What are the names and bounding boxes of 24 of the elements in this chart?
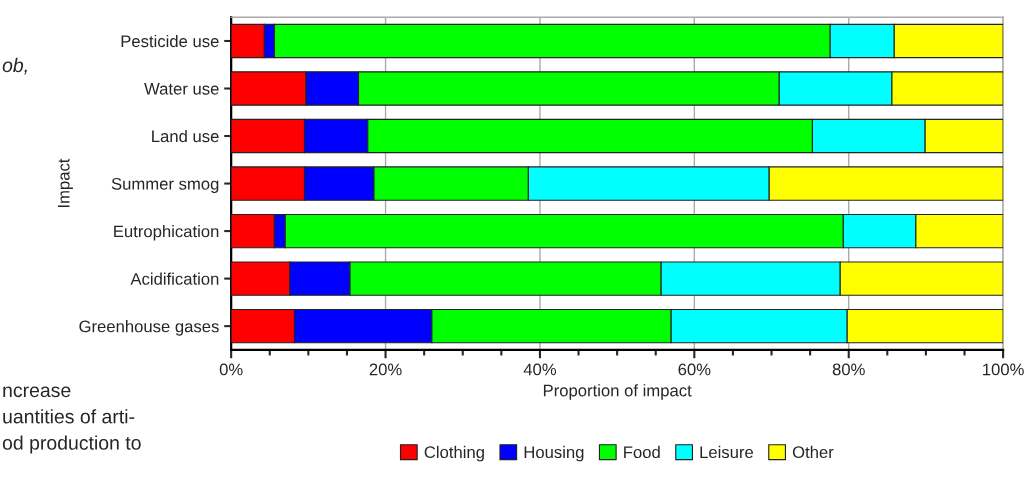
y-tick-label: Acidification [130,272,219,285]
x-tick-label: 40% [523,363,557,376]
y-tick-label: Land use [152,129,219,143]
text: od production to [2,435,141,454]
legend-label: Other [792,445,834,459]
text: ncrease [3,386,71,398]
y-tick-label: Greenhouse gases [79,320,219,336]
x-tick-label: 60% [678,363,711,376]
y-tick-label: Pesticide use [121,34,219,48]
legend-label: Food [624,445,660,459]
y-tick-label: Summer smog [111,177,219,194]
text: ob, [2,57,27,75]
x-tick-label: 0% [219,363,243,376]
x-tick-label: 20% [369,363,402,376]
text: uantities of arti- [3,409,135,424]
y-tick-label: Water use [144,83,219,95]
y-tick-label: Eutrophication [114,225,219,241]
legend-label: Housing [524,445,584,462]
x-tick-label: 100% [983,363,1024,376]
legend-label: Leisure [700,445,754,459]
legend-label: Clothing [424,445,484,462]
y-axis-title: Impact [58,158,73,208]
x-tick-label: 80% [832,363,865,376]
x-axis-title: Proportion of impact [543,384,692,400]
